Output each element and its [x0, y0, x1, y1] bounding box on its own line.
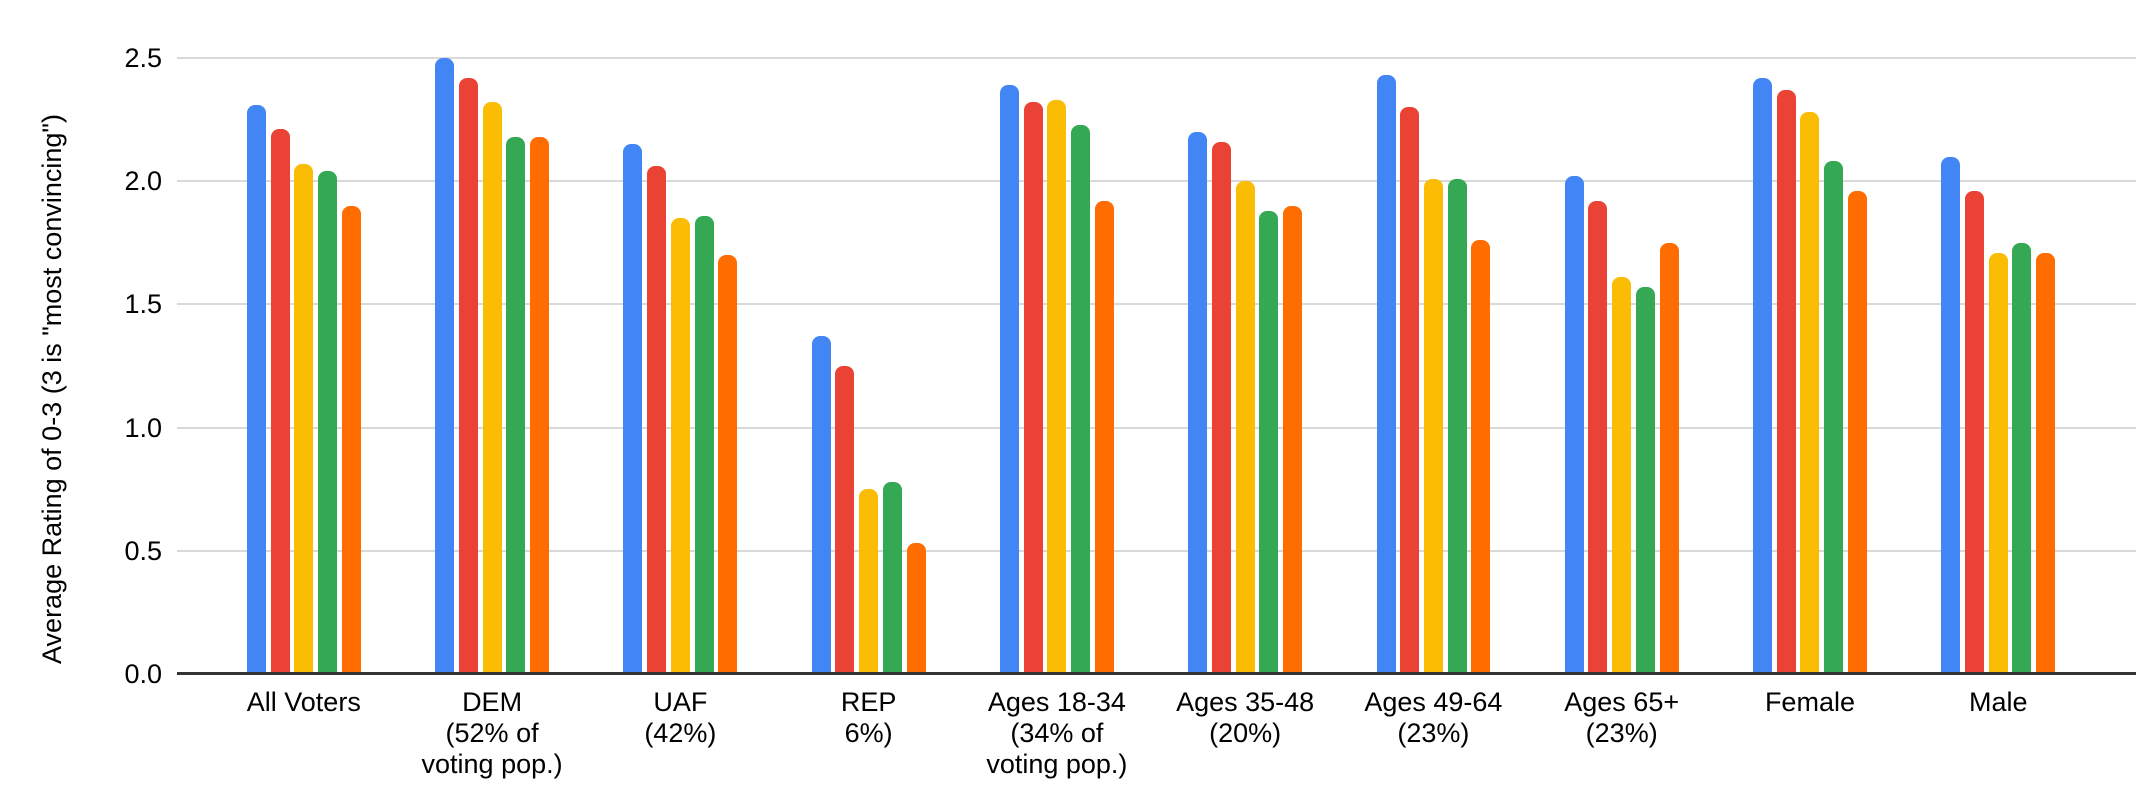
bar-red-group7 [1400, 107, 1420, 674]
x-axis-label-group2: DEM (52% of voting pop.) [421, 687, 563, 779]
gridline-1.0 [177, 426, 2136, 429]
bar-yellow-group8 [1612, 277, 1632, 674]
bar-blue-group2 [435, 58, 455, 674]
bar-red-group5 [1023, 102, 1043, 674]
x-axis-label-group9: Female [1764, 687, 1855, 717]
gridline-2.5 [177, 57, 2136, 59]
x-axis-label-group1: All Voters [246, 687, 361, 717]
bar-green-group1 [318, 171, 337, 674]
y-axis-title: Average Rating of 0-3 (3 is "most convin… [37, 114, 67, 664]
bar-yellow-group9 [1800, 112, 1820, 674]
bar-green-group2 [506, 136, 526, 674]
bar-red-group3 [647, 166, 667, 674]
bar-yellow-group4 [859, 489, 879, 674]
bar-red-group8 [1588, 200, 1608, 674]
bar-yellow-group3 [670, 218, 690, 674]
x-axis-label-group8: Ages 65+ (23%) [1564, 687, 1680, 748]
bar-yellow-group5 [1047, 99, 1067, 674]
gridline-2.0 [177, 180, 2136, 183]
gridline-1.5 [177, 303, 2136, 306]
bar-blue-group6 [1188, 131, 1208, 674]
bar-blue-group7 [1376, 75, 1396, 674]
bar-yellow-group2 [482, 102, 502, 674]
y-tick-label-0.0: 0.0 [124, 659, 162, 689]
bar-green-group5 [1071, 124, 1091, 674]
x-axis-label-group3: UAF (42%) [644, 687, 717, 748]
bar-blue-group3 [623, 144, 643, 674]
x-axis-label-group5: Ages 18-34 (34% of voting pop.) [986, 687, 1128, 779]
bar-red-group10 [1965, 191, 1985, 674]
bar-orange-group4 [906, 543, 926, 674]
x-axis-label-group4: REP 6%) [840, 687, 897, 748]
bar-green-group3 [694, 215, 714, 674]
bar-green-group7 [1447, 178, 1467, 674]
bar-orange-group1 [341, 205, 361, 674]
bar-yellow-group7 [1423, 178, 1443, 674]
bar-orange-group2 [529, 136, 549, 674]
bar-orange-group6 [1283, 205, 1303, 674]
bar-red-group9 [1776, 90, 1796, 674]
bar-blue-group4 [811, 336, 831, 674]
bar-yellow-group1 [294, 163, 314, 674]
bar-red-group1 [270, 129, 290, 674]
y-tick-label-1.0: 1.0 [124, 412, 162, 443]
bar-blue-group8 [1564, 176, 1584, 674]
x-axis-baseline [177, 672, 2136, 675]
bar-yellow-group6 [1235, 181, 1255, 674]
bar-red-group6 [1211, 141, 1231, 674]
x-axis-label-group7: Ages 49-64 (23%) [1364, 687, 1503, 748]
bar-blue-group9 [1753, 77, 1773, 674]
bar-orange-group5 [1094, 200, 1114, 674]
bar-yellow-group10 [1988, 252, 2008, 674]
bar-blue-group5 [999, 85, 1019, 674]
bar-green-group9 [1824, 161, 1844, 674]
y-tick-label-0.5: 0.5 [124, 535, 162, 566]
bar-green-group6 [1259, 210, 1279, 674]
gridline-0.5 [177, 549, 2136, 552]
bar-orange-group9 [1847, 191, 1867, 674]
y-tick-label-2.0: 2.0 [124, 166, 162, 197]
bar-green-group10 [2012, 242, 2032, 674]
bar-red-group2 [458, 77, 478, 674]
bar-green-group8 [1635, 287, 1655, 674]
x-axis-label-group6: Ages 35-48 (20%) [1176, 687, 1315, 748]
y-tick-label-2.5: 2.5 [124, 43, 162, 73]
bar-green-group4 [882, 481, 902, 674]
x-axis-label-group10: Male [1968, 687, 2028, 717]
bar-blue-group10 [1941, 156, 1961, 674]
bar-orange-group10 [2036, 252, 2056, 674]
bar-orange-group3 [718, 255, 738, 674]
bar-red-group4 [835, 366, 855, 674]
y-tick-label-1.5: 1.5 [124, 289, 162, 320]
bar-orange-group8 [1659, 242, 1679, 674]
bar-orange-group7 [1471, 240, 1491, 674]
bar-blue-group1 [246, 104, 266, 674]
